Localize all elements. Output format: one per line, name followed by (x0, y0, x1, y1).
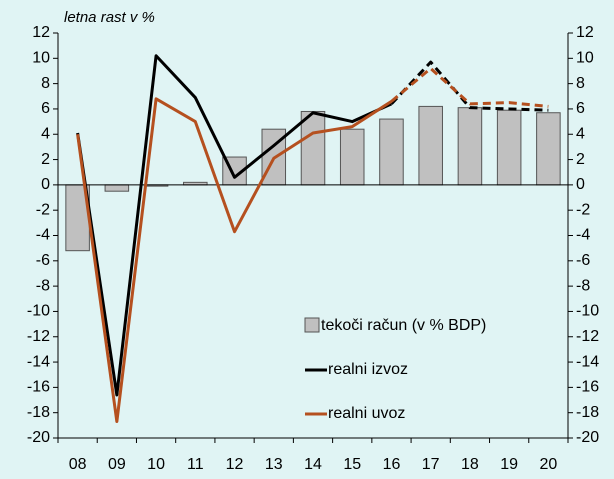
x-tick-label: 13 (265, 456, 283, 473)
y2-tick-label: -20 (576, 429, 599, 446)
y-tick-label: -10 (27, 303, 50, 320)
line (390, 60, 549, 112)
bar (379, 118, 404, 186)
y-tick-label: -8 (36, 277, 50, 294)
chart-subtitle: letna rast v % (64, 9, 155, 26)
y2-tick-label: -6 (576, 252, 590, 269)
y-tick-label: -18 (27, 404, 50, 421)
y2-tick-label: 10 (576, 50, 594, 67)
y-tick-label: 0 (41, 176, 50, 193)
x-tick-label: 20 (539, 456, 557, 473)
x-tick-label: 19 (500, 456, 518, 473)
x-tick-label: 17 (422, 456, 440, 473)
bar (104, 184, 130, 192)
bar (457, 107, 483, 186)
x-tick-label: 11 (187, 456, 204, 473)
x-tick-label: 16 (383, 456, 401, 473)
bar (496, 109, 522, 186)
bar (339, 128, 365, 186)
y-tick-label: -4 (36, 227, 50, 244)
y2-tick-label: -2 (576, 201, 590, 218)
y2-tick-label: -16 (576, 379, 599, 396)
y-tick-label: -16 (27, 379, 50, 396)
bar (418, 105, 443, 186)
y2-tick-label: -14 (576, 353, 599, 370)
y-tick-label: 4 (41, 125, 50, 142)
legend-label: realni uvoz (328, 405, 405, 422)
y2-tick-label: 4 (576, 125, 585, 142)
bar (300, 110, 326, 186)
y-tick-label: -20 (27, 429, 50, 446)
y-tick-label: 2 (41, 151, 50, 168)
y2-tick-label: 6 (576, 100, 585, 117)
y2-tick-label: -8 (576, 277, 590, 294)
y-tick-label: 6 (41, 100, 50, 117)
y2-tick-label: -10 (576, 303, 599, 320)
line (390, 66, 549, 108)
legend-swatch (304, 317, 320, 333)
y-tick-label: -14 (27, 353, 50, 370)
y-tick-label: -2 (36, 201, 50, 218)
x-tick-label: 14 (304, 456, 322, 473)
line (76, 97, 393, 424)
legend-label: tekoči račun (v % BDP) (321, 317, 486, 334)
x-tick-label: 10 (147, 456, 165, 473)
y2-tick-label: 8 (576, 75, 585, 92)
y2-tick-label: -12 (576, 328, 599, 345)
y2-tick-label: -4 (576, 227, 590, 244)
legend-label: realni izvoz (328, 361, 408, 378)
x-tick-label: 09 (108, 456, 126, 473)
x-tick-label: 12 (226, 456, 244, 473)
y-tick-label: -12 (27, 328, 50, 345)
y-tick-label: 12 (32, 24, 50, 41)
y2-tick-label: -18 (576, 404, 599, 421)
x-tick-label: 15 (343, 456, 361, 473)
y-tick-label: 8 (41, 75, 50, 92)
y2-tick-label: 12 (576, 24, 594, 41)
y2-tick-label: 0 (576, 176, 585, 193)
y2-tick-label: 2 (576, 151, 585, 168)
x-tick-label: 08 (69, 456, 87, 473)
bar (536, 112, 561, 186)
x-tick-label: 18 (461, 456, 479, 473)
y-tick-label: -6 (36, 252, 50, 269)
line (76, 54, 393, 397)
y-tick-label: 10 (32, 50, 50, 67)
